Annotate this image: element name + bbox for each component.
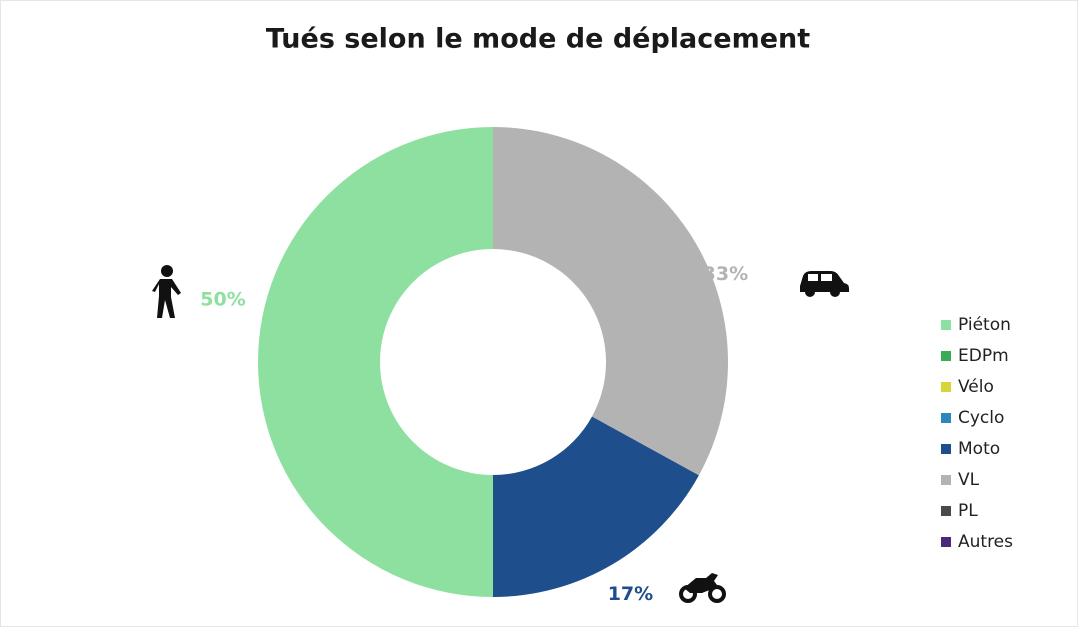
legend-swatch: [941, 444, 951, 454]
legend-label: PL: [958, 501, 978, 521]
donut-segment: [258, 127, 493, 597]
chart-title: Tués selon le mode de déplacement: [266, 24, 810, 55]
motorcycle-icon: [679, 573, 726, 603]
legend-label: Moto: [958, 439, 1000, 459]
legend-swatch: [941, 351, 951, 361]
legend-label: Autres: [958, 532, 1013, 552]
legend-swatch: [941, 382, 951, 392]
legend-swatch: [941, 506, 951, 516]
legend-swatch: [941, 413, 951, 423]
legend-label: VL: [958, 470, 980, 490]
donut-segment: [493, 127, 728, 476]
data-label: 33%: [703, 263, 748, 285]
legend-label: Piéton: [958, 315, 1011, 335]
legend-swatch: [941, 537, 951, 547]
legend-swatch: [941, 475, 951, 485]
pedestrian-icon: [152, 265, 181, 318]
legend-label: Cyclo: [958, 408, 1004, 428]
legend-label: Vélo: [958, 377, 994, 397]
data-label: 50%: [200, 289, 245, 311]
donut-segment: [493, 416, 699, 597]
legend-label: EDPm: [958, 346, 1009, 366]
legend-swatch: [941, 320, 951, 330]
data-label: 17%: [608, 583, 653, 605]
car-icon: [800, 271, 849, 297]
